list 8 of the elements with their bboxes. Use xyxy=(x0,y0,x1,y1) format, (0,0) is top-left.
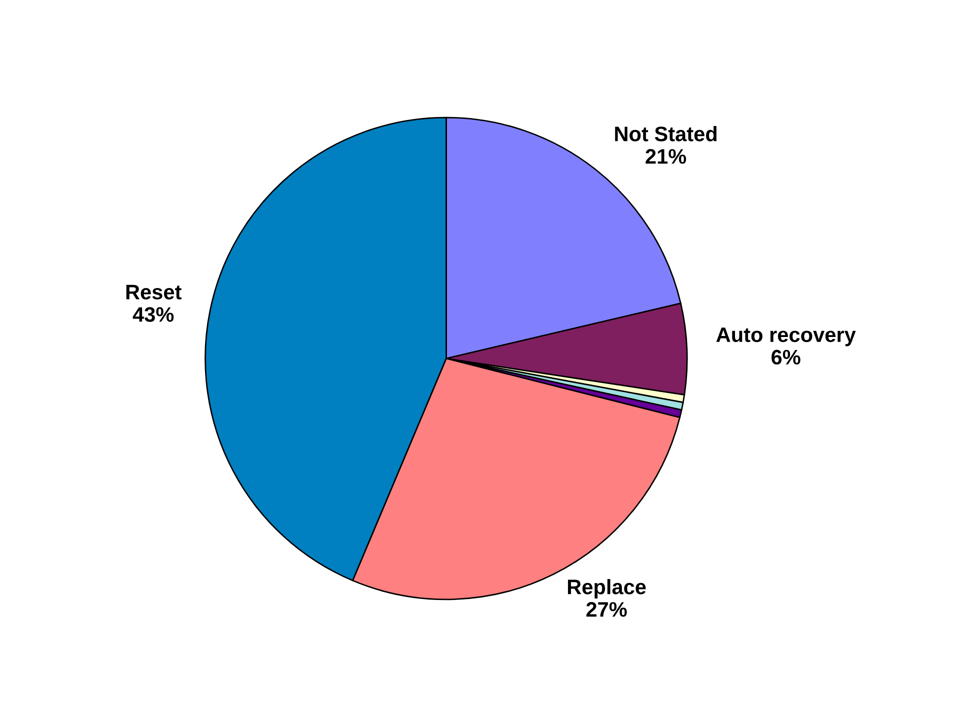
data-label: 27% xyxy=(586,602,627,617)
data-label: 6% xyxy=(772,350,800,365)
slice-label: Not Stated xyxy=(615,126,717,142)
slice-label: Reset xyxy=(126,284,182,300)
data-label: 21% xyxy=(646,149,686,164)
data-label: 43% xyxy=(132,307,174,322)
slice-label: Auto recovery xyxy=(716,328,856,346)
slice-label: Replace xyxy=(568,579,646,598)
